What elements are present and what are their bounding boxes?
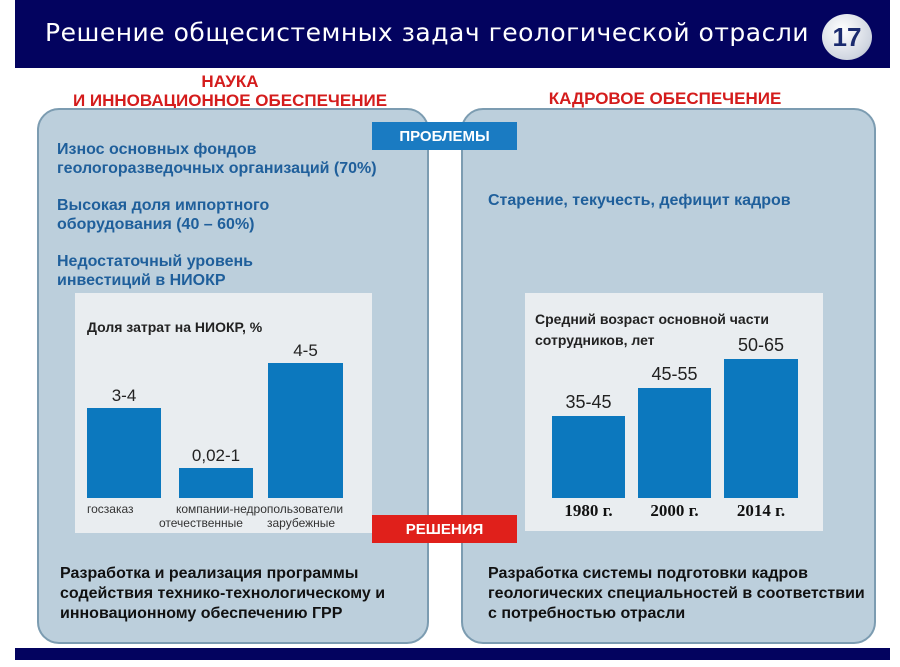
problem-item: Недостаточный уровень инвестиций в НИОКР — [57, 253, 253, 289]
bar-value-label: 45-55 — [651, 363, 698, 384]
left-heading: НАУКА И ИННОВАЦИОННОЕ ОБЕСПЕЧЕНИЕ — [60, 72, 400, 110]
left-heading-line2: И ИННОВАЦИОННОЕ ОБЕСПЕЧЕНИЕ — [72, 91, 388, 110]
bar — [724, 359, 798, 498]
chart-staff-age: Средний возраст основной части сотрудник… — [525, 293, 823, 531]
chart-title: Средний возраст основной части сотрудник… — [535, 311, 769, 348]
problem-item: Износ основных фондов геологоразведочных… — [57, 141, 377, 177]
category-label: зарубежные — [267, 516, 336, 530]
bar — [179, 468, 253, 498]
category-label: 2014 г. — [736, 501, 786, 520]
bar-value-label: 3-4 — [111, 386, 137, 405]
left-solution: Разработка и реализация программы содейс… — [60, 565, 386, 622]
right-solution: Разработка системы подготовки кадров гео… — [488, 565, 865, 622]
problem-item: Высокая доля импортного оборудования (40… — [57, 197, 270, 233]
category-label: 1980 г. — [564, 501, 613, 520]
solutions-tag: РЕШЕНИЯ — [372, 515, 517, 543]
bar — [638, 387, 711, 498]
category-label: госзаказ — [87, 502, 134, 516]
chart-title: Доля затрат на НИОКР, % — [87, 319, 263, 335]
bar-value-label: 0,02-1 — [191, 446, 241, 465]
bar-value-label: 4-5 — [293, 341, 318, 360]
bar-value-label: 50-65 — [737, 335, 785, 356]
category-label: компании-недропользователи — [176, 502, 344, 516]
category-label: отечественные — [159, 516, 243, 530]
problems-tag: ПРОБЛЕМЫ — [372, 122, 517, 150]
right-heading: КАДРОВОЕ ОБЕСПЕЧЕНИЕ — [548, 89, 782, 108]
problem-item: Старение, текучесть, дефицит кадров — [488, 192, 791, 209]
bar — [87, 408, 161, 498]
bar-value-label: 35-45 — [565, 391, 612, 412]
bar — [268, 363, 343, 498]
chart-rnd-share: Доля затрат на НИОКР, % 3-4 0,02-1 4-5 госз… — [75, 293, 372, 533]
left-heading-line1: НАУКА — [201, 72, 259, 91]
slide-number: 17 — [822, 14, 872, 60]
slide-title: Решение общесистемных задач геологическо… — [45, 18, 810, 47]
category-label: 2000 г. — [650, 501, 699, 520]
footer-bar — [15, 648, 890, 660]
bar — [552, 415, 625, 498]
slide-header: Решение общесистемных задач геологическо… — [15, 0, 890, 68]
